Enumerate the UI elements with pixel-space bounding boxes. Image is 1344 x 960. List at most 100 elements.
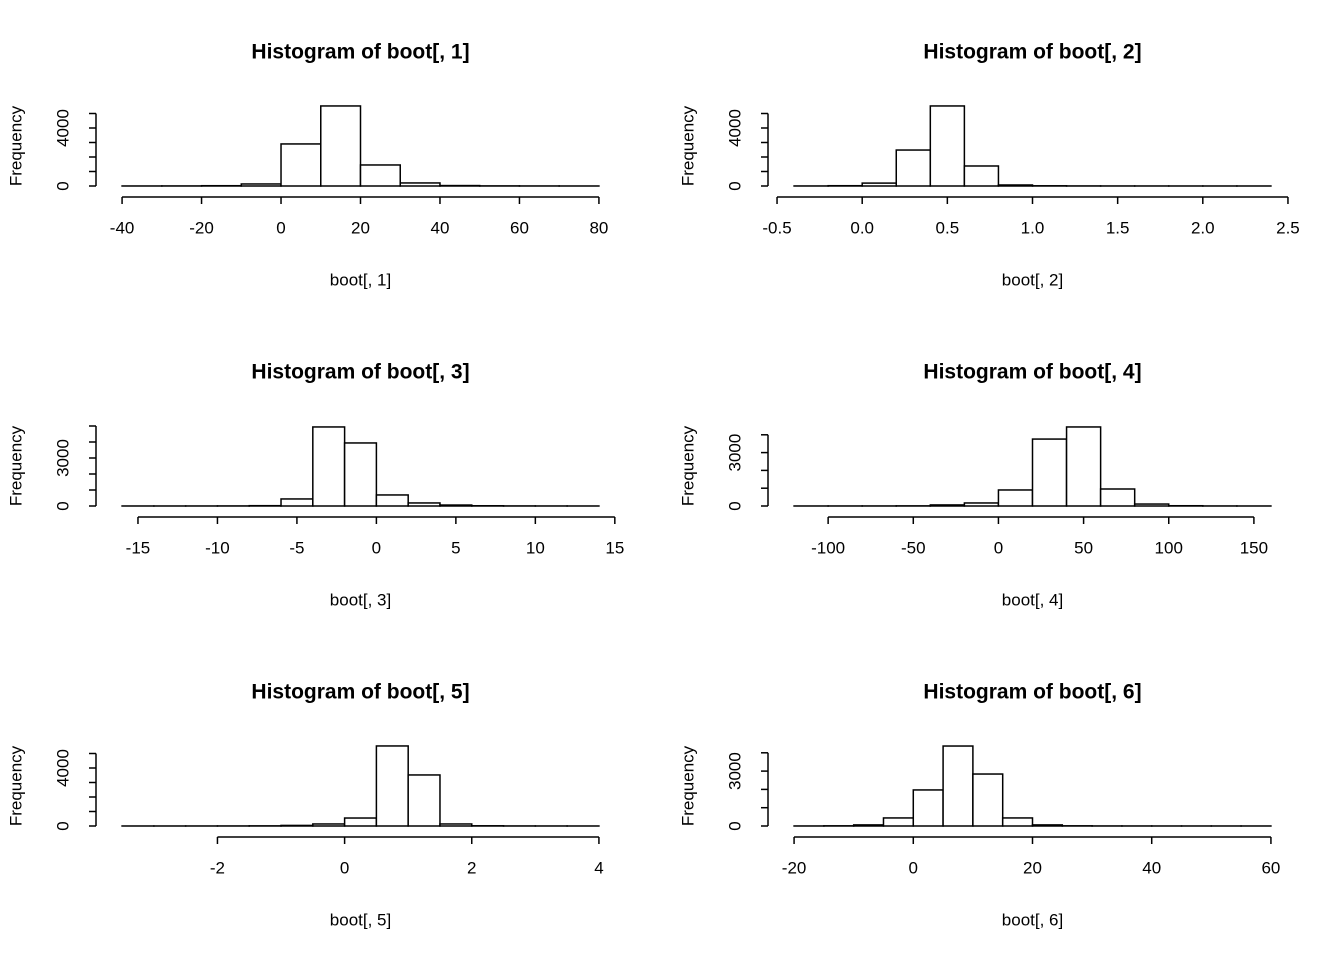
x-tick-label: 2 [467,858,476,877]
y-tick-label: 0 [53,181,72,190]
bar [997,489,1034,507]
bar [895,149,932,187]
x-tick-label: 0.5 [936,218,960,237]
x-tick-label: -20 [189,218,214,237]
bar [375,745,409,827]
bar [963,165,1000,187]
histogram-panel: Histogram of boot[, 2] boot[, 2] Frequency… [678,41,1299,290]
histogram-panel: Histogram of boot[, 6] boot[, 6] Frequency… [678,681,1280,930]
x-tick-label: -2 [210,858,225,877]
x-axis-label: boot[, 4] [1002,590,1063,609]
x-tick-label: 5 [451,538,460,557]
x-tick-label: 10 [526,538,545,557]
bar [1001,817,1034,827]
x-tick-label: 0 [372,538,381,557]
x-tick-label: 4 [594,858,603,877]
bar [1133,503,1170,507]
x-tick-label: 1.0 [1021,218,1045,237]
y-tick-label: 0 [725,181,744,190]
x-tick-label: 40 [1142,858,1161,877]
x-tick-label: 0 [994,538,1003,557]
chart-title: Histogram of boot[, 4] [923,361,1141,384]
x-tick-label: 20 [1023,858,1042,877]
y-axis-label: Frequency [678,105,697,186]
bar [312,426,346,507]
bar [280,143,322,187]
bar [1065,426,1102,507]
y-tick-label: 3000 [725,752,744,790]
bar [929,105,966,187]
x-tick-label: 0 [909,858,918,877]
y-tick-label: 0 [53,501,72,510]
x-tick-label: 0 [340,858,349,877]
y-tick-label: 4000 [53,749,72,787]
x-tick-label: 0.0 [850,218,874,237]
bar [439,823,473,827]
bar [997,184,1034,187]
x-tick-label: 60 [510,218,529,237]
x-tick-label: 60 [1261,858,1280,877]
x-tick-label: 20 [351,218,370,237]
x-tick-label: 50 [1074,538,1093,557]
x-tick-label: 2.0 [1191,218,1215,237]
bar [343,817,378,827]
x-tick-label: 1.5 [1106,218,1130,237]
bar [439,504,473,507]
bar [359,164,401,187]
x-axis-label: boot[, 6] [1002,910,1063,929]
histogram-panel: Histogram of boot[, 5] boot[, 5] Frequency… [6,681,603,930]
histogram-panel: Histogram of boot[, 4] boot[, 4] Frequency… [678,361,1272,609]
x-tick-label: 100 [1155,538,1183,557]
y-axis-label: Frequency [678,425,697,506]
y-tick-label: 0 [53,821,72,830]
y-tick-label: 3000 [725,434,744,472]
y-axis-label: Frequency [6,425,25,506]
x-tick-label: -20 [782,858,807,877]
bar [882,817,915,827]
histogram-panel: Histogram of boot[, 3] boot[, 3] Frequency… [6,361,624,610]
bar [942,745,974,827]
bar [912,789,944,827]
chart-title: Histogram of boot[, 1] [251,41,469,64]
x-axis-label: boot[, 3] [330,590,391,609]
x-tick-label: 150 [1240,538,1268,557]
x-tick-label: -40 [110,218,135,237]
x-axis-label: boot[, 2] [1002,270,1063,289]
x-axis-label: boot[, 5] [330,910,391,929]
x-tick-label: 2.5 [1276,218,1300,237]
chart-title: Histogram of boot[, 5] [251,681,469,704]
x-tick-label: -100 [811,538,845,557]
x-tick-label: 40 [431,218,450,237]
bar [280,824,314,827]
bar [1099,488,1136,507]
x-axis-label: boot[, 1] [330,270,391,289]
bar [312,823,346,827]
histogram-panel: Histogram of boot[, 1] boot[, 1] Frequency… [6,41,608,290]
x-tick-label: -0.5 [762,218,791,237]
y-axis-label: Frequency [6,105,25,186]
y-axis-label: Frequency [6,745,25,826]
bar [240,183,282,187]
x-tick-label: -10 [205,538,230,557]
bar [929,504,966,507]
bar [375,494,409,507]
bar [407,502,441,507]
bar [407,774,441,827]
y-tick-label: 4000 [725,109,744,147]
bar [280,498,314,507]
bar [343,442,378,507]
x-tick-label: -15 [126,538,151,557]
x-tick-label: 15 [605,538,624,557]
x-tick-label: -5 [289,538,304,557]
y-tick-label: 0 [725,821,744,830]
bar [852,824,885,827]
bar [1031,824,1064,827]
bar [963,502,1000,507]
x-tick-label: 80 [589,218,608,237]
chart-title: Histogram of boot[, 2] [923,41,1141,64]
y-axis-label: Frequency [678,745,697,826]
y-tick-label: 0 [725,501,744,510]
x-tick-label: -50 [901,538,926,557]
